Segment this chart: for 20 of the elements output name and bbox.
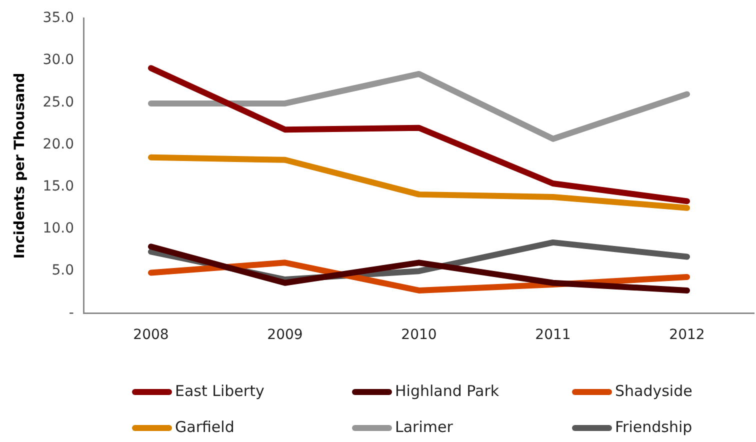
x-tick-label: 2009 <box>267 327 303 344</box>
x-tick-label: 2011 <box>535 327 571 344</box>
y-tick-label: - <box>68 304 74 321</box>
legend-label: Garfield <box>175 418 234 436</box>
y-tick-label: 5.0 <box>52 262 74 279</box>
y-tick-label: 25.0 <box>42 94 74 110</box>
legend-label: East Liberty <box>175 382 264 400</box>
y-tick-label: 10.0 <box>42 220 74 237</box>
legend-label: Larimer <box>395 418 454 436</box>
y-tick-label: 15.0 <box>42 178 74 194</box>
x-tick-label: 2008 <box>133 327 169 344</box>
legend-label: Friendship <box>615 418 692 436</box>
y-tick-label: 35.0 <box>42 10 74 26</box>
legend-label: Shadyside <box>615 382 692 400</box>
legend-label: Highland Park <box>395 382 500 400</box>
y-tick-label: 30.0 <box>42 52 74 68</box>
y-tick-label: 20.0 <box>42 136 74 152</box>
x-tick-label: 2010 <box>401 327 437 344</box>
y-axis-title: Incidents per Thousand <box>12 72 28 259</box>
x-tick-label: 2012 <box>669 327 705 344</box>
